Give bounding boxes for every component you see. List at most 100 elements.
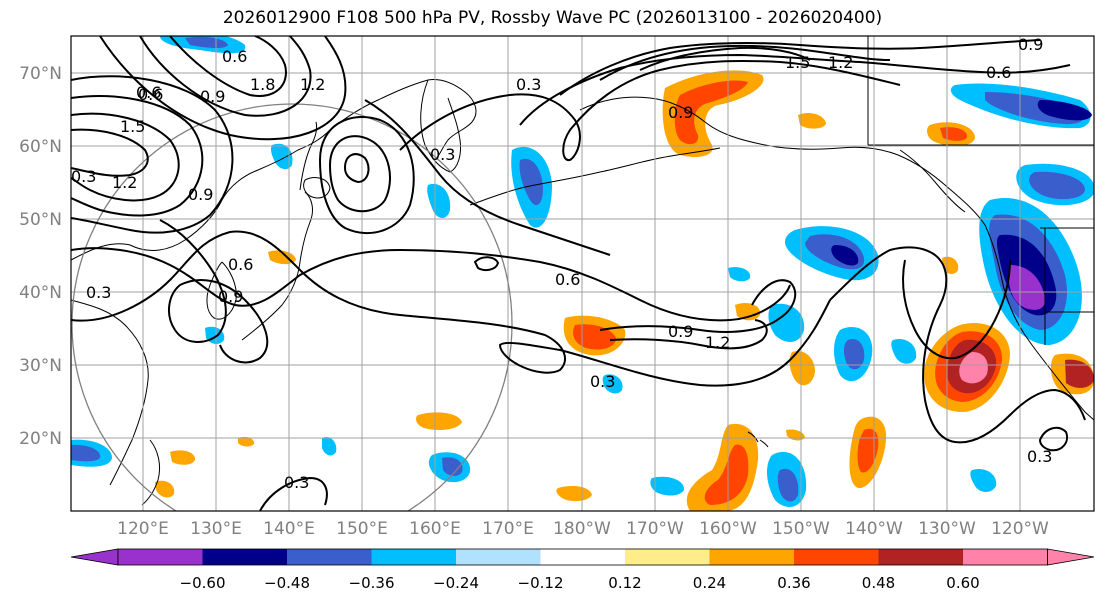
anomaly-pos-coast-4 (959, 352, 988, 384)
colorbar-frame (117, 548, 1048, 566)
contour-label: 1.5 (785, 53, 810, 72)
map-panel: 0.3 0.6 0.9 1.2 1.5 1.8 0.3 0.6 0.9 1.2 … (71, 35, 1094, 511)
contour-label: 0.9 (218, 287, 243, 306)
anomaly-neg-westus-4 (1008, 265, 1046, 310)
lon-label-150w: 150°W (772, 519, 830, 539)
anomaly-neg-small7 (322, 436, 337, 456)
colorbar-segment (625, 549, 710, 565)
colorbar-segment (540, 549, 625, 565)
contour-label: 0.6 (136, 83, 161, 102)
anomaly-pos-alaska-2 (674, 80, 748, 145)
pv-contour-03-north (399, 59, 901, 162)
anomaly-neg-small4 (650, 476, 685, 496)
colorbar-segment (1047, 548, 1095, 566)
anomaly-neg-japansea (270, 143, 293, 170)
coast-kamchatka (420, 79, 461, 173)
colorbar-segment (709, 549, 794, 565)
contour-label: 0.6 (228, 255, 253, 274)
pv-contour-09-mid (159, 219, 269, 364)
coast-canada-north (867, 36, 1094, 146)
anomaly-pos-hawaii-2 (704, 444, 749, 505)
lon-label-140w: 140°W (845, 519, 903, 539)
anomaly-neg-small1 (602, 374, 623, 394)
colorbar-tick: −0.36 (349, 574, 395, 592)
lat-label-50n: 50°N (19, 210, 62, 230)
lat-label-70n: 70°N (19, 64, 62, 84)
anomaly-pos-s4 (735, 303, 761, 321)
colorbar-segment (202, 549, 287, 565)
anomaly-neg-subtrop-2 (442, 457, 463, 476)
pv-contour-12-north (599, 44, 891, 81)
contour-labels: 0.3 0.6 0.9 1.2 1.5 1.8 0.3 0.6 0.9 1.2 … (71, 35, 1052, 492)
lon-label-150e: 150°E (336, 519, 388, 539)
pv-contour-12-east (609, 319, 768, 350)
coast-korea (206, 261, 237, 320)
pv-contours (71, 36, 1086, 511)
anomaly-pos-sub1-2 (573, 324, 616, 350)
pv-contour-topleft-2 (139, 36, 312, 117)
contour-label: 0.6 (138, 85, 163, 104)
pv-contour-topleft (169, 36, 287, 97)
pv-contour-east-ridge (829, 246, 1086, 444)
contour-label: 0.3 (71, 167, 96, 186)
contour-label: 0.9 (1018, 35, 1043, 54)
colorbar-segment (794, 549, 879, 565)
anomaly-neg-small5 (728, 267, 751, 282)
anomaly-pos-s7 (155, 480, 175, 498)
contour-label: 0.3 (86, 283, 111, 302)
contour-label: 1.2 (705, 333, 730, 352)
contour-label: 0.9 (200, 87, 225, 106)
anomaly-pos-s8 (238, 436, 255, 447)
pv-contour-cutoff-inner (343, 153, 370, 184)
anomaly-shading (71, 36, 1094, 511)
contour-label: 0.3 (516, 75, 541, 94)
pv-contour-06-north (519, 53, 1071, 126)
anomaly-neg-small2 (891, 338, 917, 364)
colorbar-tick: 0.48 (862, 574, 895, 592)
coast-china (71, 299, 149, 486)
contour-label: 0.9 (668, 322, 693, 341)
pv-contour-westbig (71, 112, 180, 202)
pv-contour-small-east (1038, 426, 1068, 452)
pv-contour-east-ridge-2 (902, 259, 1011, 360)
anomaly-neg-stsw (768, 303, 805, 342)
anomaly-pos-mexico-2 (1065, 359, 1094, 388)
contour-label: 0.3 (430, 145, 455, 164)
pv-contour-sw-03 (259, 476, 328, 511)
anomaly-neg-small3 (970, 468, 997, 492)
colorbar-tick: 0.12 (608, 574, 641, 592)
contour-label: 0.3 (590, 372, 615, 391)
contour-label: 1.5 (120, 117, 145, 136)
colorbar-segment (287, 549, 372, 565)
contour-label: 0.6 (222, 47, 247, 66)
colorbar-segment (963, 549, 1048, 565)
coastlines (71, 36, 1094, 506)
lat-label-60n: 60°N (19, 137, 62, 157)
lon-label-120e: 120°E (117, 519, 169, 539)
pv-contour-small-north (473, 256, 500, 272)
pv-contour-06-mid (71, 247, 791, 322)
contour-label: 0.6 (555, 270, 580, 289)
anomaly-pos-s2 (556, 486, 592, 502)
colorbar-segment (878, 549, 963, 565)
coast-bc-islands (899, 149, 966, 213)
anomaly-neg-kamchatka-2 (519, 158, 543, 206)
contour-label: 1.2 (112, 173, 137, 192)
contour-label: 0.3 (284, 473, 309, 492)
colorbar-tick: −0.24 (433, 574, 479, 592)
highlight-circle (71, 103, 513, 511)
lon-label-130w: 130°W (918, 519, 976, 539)
coast-alaska (579, 96, 986, 226)
lat-label-40n: 40°N (19, 283, 62, 303)
anomaly-pos-east-2 (857, 428, 879, 473)
anomaly-neg-kuril (427, 183, 451, 219)
pv-contour-westbig-4 (71, 128, 149, 177)
lon-label-180w: 180°W (553, 519, 611, 539)
colorbar-segment (118, 549, 203, 565)
anomaly-pos-s6 (170, 450, 196, 465)
anomaly-neg-hawaii-2 (777, 468, 799, 502)
pv-contour-westbig-3 (71, 75, 234, 234)
anomaly-neg-topleft-2 (185, 36, 228, 49)
pv-contour-09-north (559, 39, 1041, 96)
